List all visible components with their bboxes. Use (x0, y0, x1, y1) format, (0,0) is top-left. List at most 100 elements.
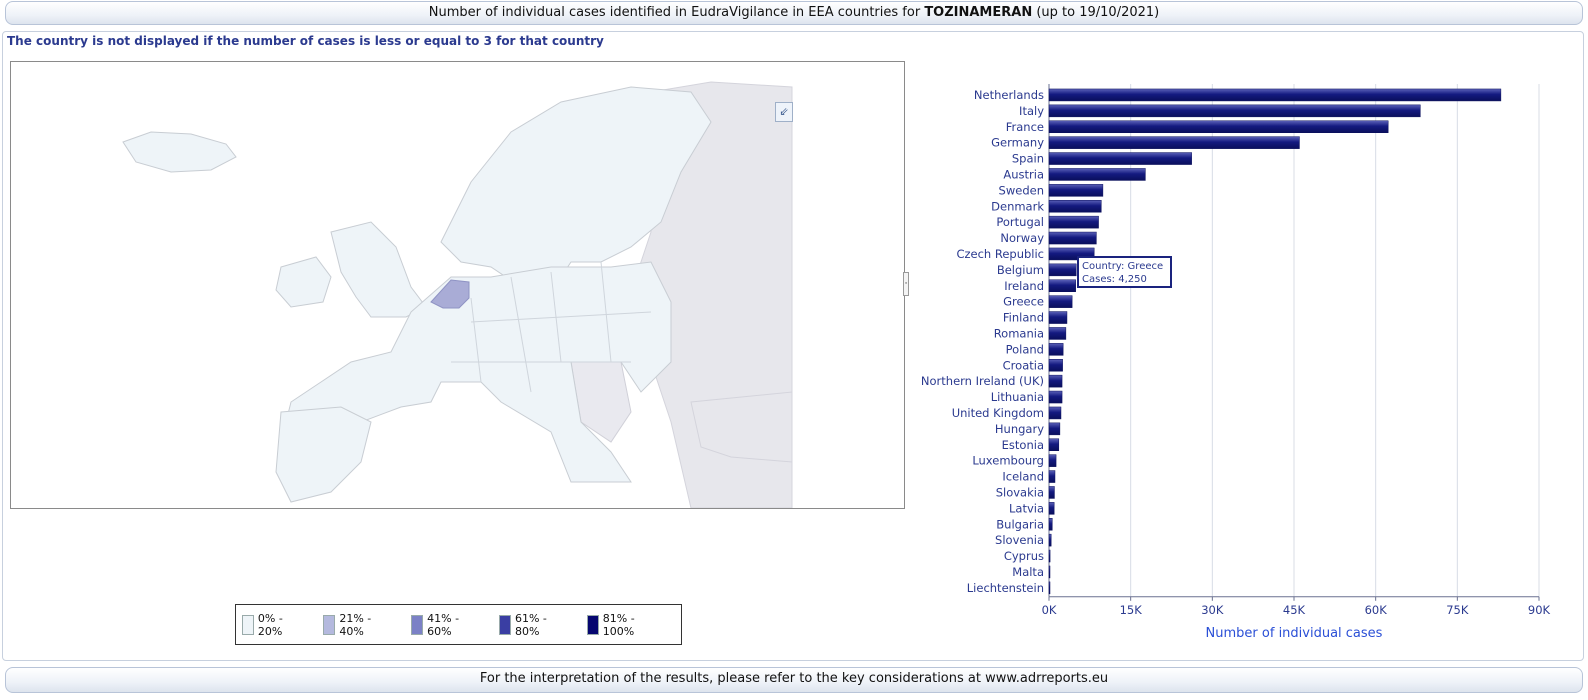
category-label: Northern Ireland (UK) (921, 374, 1044, 388)
category-label: Romania (994, 326, 1044, 340)
category-label: Luxembourg (972, 454, 1044, 468)
bar (1048, 470, 1056, 483)
bar (1048, 502, 1055, 515)
bar (1048, 104, 1421, 118)
category-label: Italy (1019, 104, 1044, 118)
x-tick-label: 45K (1283, 603, 1306, 617)
legend-swatch (499, 614, 511, 635)
bar (1048, 120, 1389, 133)
bar (1048, 152, 1192, 165)
bar (1048, 279, 1076, 292)
x-axis-title: Number of individual cases (1206, 626, 1383, 640)
bar (1048, 295, 1073, 308)
map-svg (122, 81, 793, 508)
map-region-ireland (275, 256, 332, 308)
category-label: United Kingdom (952, 406, 1044, 420)
bar (1048, 581, 1051, 595)
category-label: Bulgaria (996, 517, 1044, 531)
bar (1048, 565, 1051, 579)
map-region-uk (330, 221, 427, 318)
category-label: Greece (1003, 295, 1044, 309)
bar (1048, 343, 1064, 356)
bar (1048, 454, 1057, 467)
tooltip-country: Country: Greece (1082, 261, 1164, 272)
header-title-prefix: Number of individual cases identified in… (428, 5, 921, 20)
bar (1048, 200, 1102, 213)
category-label: Belgium (997, 263, 1044, 277)
bar (1048, 438, 1060, 451)
bar (1048, 422, 1061, 436)
category-label: Cyprus (1004, 549, 1044, 563)
category-label: Latvia (1009, 501, 1044, 515)
bar-chart-svg: 0K 15K 30K 45K 60K 75K 90K Netherlands Italy Fran… (921, 84, 1551, 640)
bar (1048, 533, 1052, 547)
bar (1048, 88, 1502, 102)
category-label: Croatia (1003, 358, 1044, 372)
category-label: Malta (1012, 565, 1044, 579)
header-title-suffix: (up to 19/10/2021) (1036, 5, 1160, 20)
bar (1048, 406, 1062, 420)
x-tick-label: 30K (1201, 603, 1224, 617)
category-label: Norway (1000, 231, 1044, 245)
legend-swatch (411, 614, 424, 635)
bar (1048, 518, 1053, 531)
bar (1048, 215, 1099, 229)
legend-label: 21% - 40% (339, 611, 372, 638)
category-label: France (1006, 120, 1044, 134)
legend-item: 0% - 20% (242, 612, 305, 638)
bar (1048, 549, 1051, 563)
category-label: Germany (991, 136, 1044, 150)
x-tick-label: 15K (1120, 603, 1143, 617)
display-note: The country is not displayed if the numb… (7, 34, 604, 48)
legend-swatch (242, 614, 254, 635)
legend-item: 41% - 60% (411, 612, 481, 638)
cases-bar-chart: 0K 15K 30K 45K 60K 75K 90K Netherlands Italy Fran… (905, 80, 1585, 640)
legend-item: 61% - 80% (499, 612, 569, 638)
bar (1048, 136, 1300, 149)
category-label: Hungary (995, 422, 1044, 436)
category-label: Liechtenstein (967, 581, 1044, 595)
category-label: Ireland (1004, 279, 1044, 293)
bar (1048, 311, 1068, 324)
legend-label: 0% - 20% (257, 611, 283, 638)
x-tick-label: 60K (1365, 603, 1388, 617)
category-label: Iceland (1002, 470, 1044, 484)
category-label: Finland (1003, 311, 1044, 325)
bar (1048, 327, 1067, 340)
legend-label: 41% - 60% (427, 611, 460, 638)
category-label: Czech Republic (956, 247, 1044, 261)
legend-label: 61% - 80% (514, 611, 547, 638)
map-legend: 0% - 20% 21% - 40% 41% - 60% 61% - 80% 8… (235, 604, 682, 645)
legend-item: 21% - 40% (323, 612, 393, 638)
legend-swatch (586, 614, 599, 635)
category-label: Netherlands (974, 88, 1044, 102)
category-label: Spain (1012, 152, 1044, 166)
map-region-turkey (690, 391, 793, 463)
category-label: Sweden (999, 183, 1044, 197)
category-label: Denmark (991, 199, 1044, 213)
bar (1048, 374, 1063, 388)
europe-map[interactable] (10, 61, 905, 509)
x-tick-label: 75K (1446, 603, 1469, 617)
collapse-arrow-icon[interactable]: ⇙ (775, 102, 793, 122)
category-label: Portugal (996, 215, 1044, 229)
category-label: Austria (1003, 167, 1044, 181)
map-region-iceland (122, 131, 237, 173)
category-label: Lithuania (991, 390, 1044, 404)
bar (1048, 390, 1063, 404)
page-header: Number of individual cases identified in… (5, 1, 1583, 25)
panel-resize-handle[interactable]: · (903, 272, 909, 296)
bar (1048, 168, 1146, 181)
category-label: Poland (1006, 342, 1044, 356)
legend-swatch (323, 614, 336, 635)
map-borders (451, 261, 652, 393)
bar (1048, 486, 1055, 499)
product-name: TOZINAMERAN (924, 5, 1033, 20)
x-tick-label: 0K (1042, 603, 1057, 617)
bar (1048, 359, 1063, 372)
legend-label: 81% - 100% (602, 611, 635, 638)
map-region-netherlands[interactable] (430, 279, 470, 309)
bar (1048, 184, 1104, 197)
tooltip-cases: Cases: 4,250 (1082, 274, 1147, 285)
